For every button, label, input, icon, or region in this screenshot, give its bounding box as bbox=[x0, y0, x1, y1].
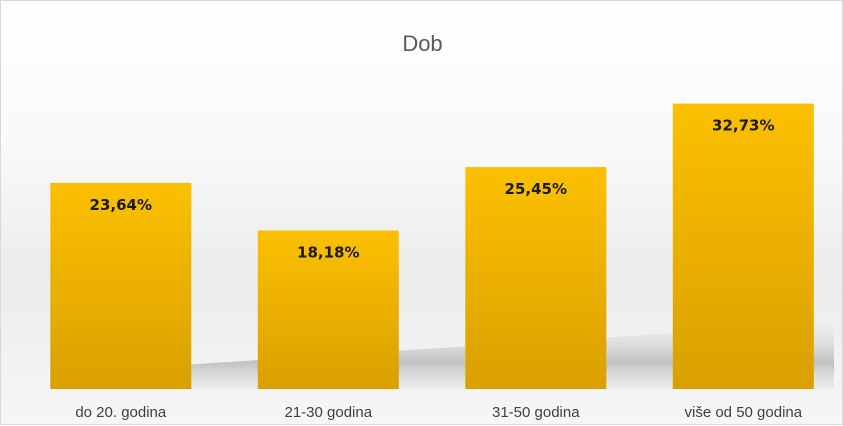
chart-title: Dob bbox=[402, 31, 443, 56]
data-label-3: 25,45% bbox=[505, 180, 567, 198]
category-label-1: do 20. godina bbox=[75, 404, 167, 421]
bar-4 bbox=[672, 103, 814, 389]
category-label-4: više od 50 godina bbox=[685, 404, 803, 421]
bar-3 bbox=[465, 167, 607, 389]
category-label-2: 21-30 godina bbox=[285, 404, 373, 421]
bar-1 bbox=[50, 182, 192, 389]
data-label-4: 32,73% bbox=[712, 117, 774, 135]
floor-shadow bbox=[61, 323, 834, 389]
category-label-3: 31-50 godina bbox=[492, 404, 580, 421]
data-label-1: 23,64% bbox=[90, 196, 152, 214]
bar-2 bbox=[257, 230, 399, 389]
data-label-2: 18,18% bbox=[297, 244, 359, 262]
